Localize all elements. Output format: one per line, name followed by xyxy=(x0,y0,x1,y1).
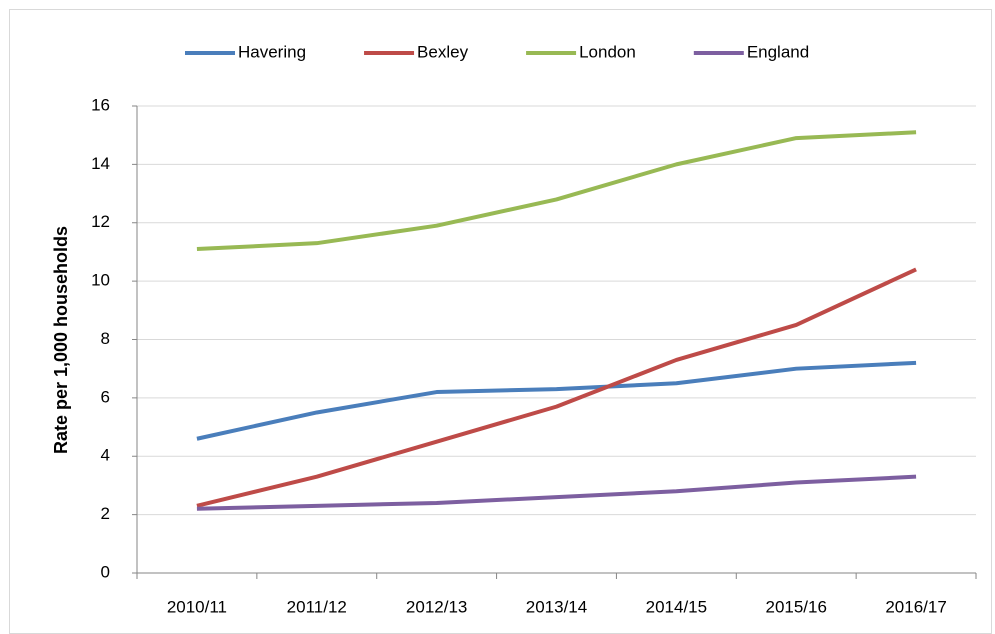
series-line xyxy=(196,474,917,511)
series-line xyxy=(196,267,917,508)
chart-frame xyxy=(9,9,992,634)
legend-label: England xyxy=(747,42,809,61)
y-tick-label: 4 xyxy=(101,446,110,465)
legend-label: Bexley xyxy=(417,42,469,61)
x-tick-label: 2010/11 xyxy=(167,597,227,616)
y-axis-label: Rate per 1,000 households xyxy=(51,226,71,454)
y-tick-label: 14 xyxy=(91,154,110,173)
series-line xyxy=(196,360,917,441)
series-line xyxy=(196,130,917,252)
y-tick-label: 0 xyxy=(101,562,110,581)
legend-label: London xyxy=(579,42,636,61)
legend-label: Havering xyxy=(238,42,306,61)
x-tick-label: 2016/17 xyxy=(885,597,946,616)
y-tick-label: 16 xyxy=(91,95,110,114)
x-tick-label: 2015/16 xyxy=(765,597,826,616)
x-tick-label: 2014/15 xyxy=(646,597,707,616)
y-tick-label: 12 xyxy=(91,212,110,231)
y-tick-label: 6 xyxy=(101,387,110,406)
y-tick-label: 10 xyxy=(91,271,110,290)
y-tick-label: 2 xyxy=(101,504,110,523)
x-tick-label: 2011/12 xyxy=(287,597,347,616)
y-tick-label: 8 xyxy=(101,329,110,348)
x-tick-label: 2013/14 xyxy=(526,597,587,616)
x-tick-label: 2012/13 xyxy=(406,597,467,616)
